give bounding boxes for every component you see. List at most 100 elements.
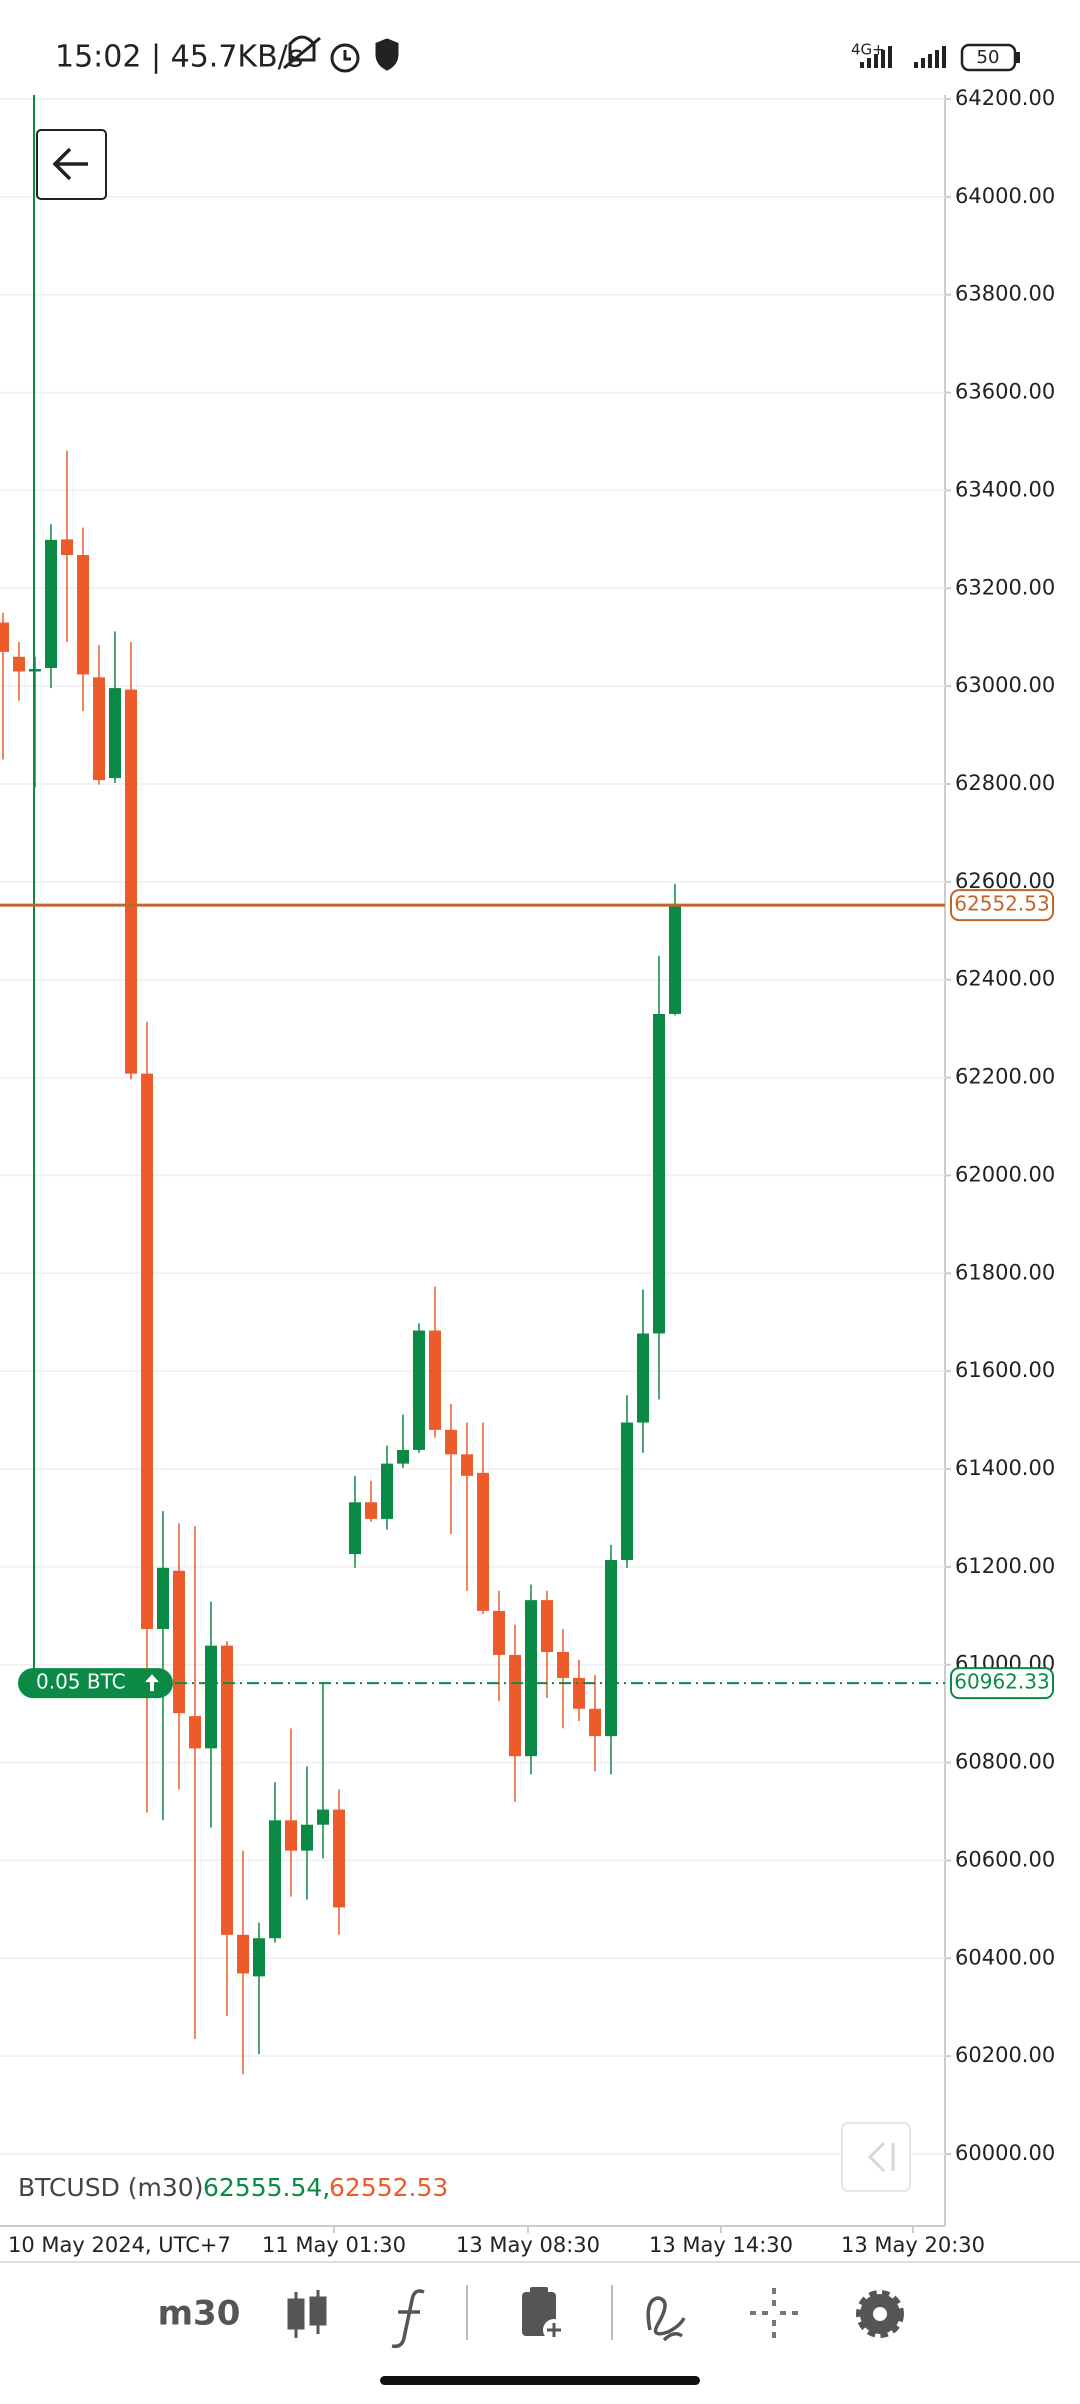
battery xyxy=(960,43,1017,72)
candle-body xyxy=(141,1073,153,1629)
candle-body xyxy=(301,1824,313,1851)
y-tick-label: 60000.00 xyxy=(955,2141,1055,2165)
candle-body xyxy=(605,1560,617,1737)
candle-body xyxy=(381,1463,393,1519)
y-tick-label: 60200.00 xyxy=(955,2043,1055,2067)
crosshair-button[interactable] xyxy=(750,2288,798,2338)
candle-body xyxy=(445,1429,457,1455)
candle-body xyxy=(653,1013,665,1334)
timeframe-button[interactable]: m30 xyxy=(158,2294,241,2334)
y-tick-label: 60800.00 xyxy=(955,1750,1055,1774)
battery-level: 50 xyxy=(977,47,1000,68)
y-tick-label: 64200.00 xyxy=(955,86,1055,110)
candle-body xyxy=(573,1677,585,1709)
alarm-hand xyxy=(343,50,351,61)
candle-body xyxy=(525,1600,537,1757)
candle-body xyxy=(0,622,9,652)
last-price-box xyxy=(950,889,1054,922)
x-tick-label: 10 May 2024, UTC+7 xyxy=(8,2233,231,2257)
candle-body xyxy=(317,1809,329,1825)
back-arrow xyxy=(52,147,88,181)
y-tick-label: 63600.00 xyxy=(955,380,1055,404)
candle-body xyxy=(61,539,73,556)
bid-label: 62555.54, xyxy=(203,2173,330,2202)
candle-body xyxy=(557,1651,569,1678)
candle-body xyxy=(429,1330,441,1430)
y-tick-label: 62600.00 xyxy=(955,869,1055,893)
status-icons xyxy=(283,35,399,73)
y-tick-label: 60600.00 xyxy=(955,1847,1055,1871)
candle-body xyxy=(349,1502,361,1555)
chart-type-button[interactable] xyxy=(287,2290,327,2338)
last-price-label: 62552.53 xyxy=(954,892,1049,916)
symbol-label: BTCUSD (m30) xyxy=(18,2173,203,2202)
candle-body xyxy=(173,1570,185,1714)
y-tick-label: 63800.00 xyxy=(955,282,1055,306)
status-time: 15:02 | 45.7KB/s xyxy=(55,40,303,75)
battery-tip xyxy=(1016,52,1020,63)
candle-body xyxy=(93,677,105,781)
y-tick-label: 61400.00 xyxy=(955,1456,1055,1480)
candle-body xyxy=(621,1422,633,1561)
candle-body xyxy=(397,1449,409,1464)
y-tick-label: 63400.00 xyxy=(955,477,1055,501)
templates-button[interactable] xyxy=(522,2287,565,2341)
y-tick-label: 62400.00 xyxy=(955,967,1055,991)
x-tick-label: 13 May 14:30 xyxy=(649,2233,793,2257)
candle-body xyxy=(189,1716,201,1749)
signal-icons xyxy=(860,46,946,68)
y-tick-label: 62800.00 xyxy=(955,771,1055,795)
candle-body xyxy=(13,656,25,672)
y-tick-label: 61800.00 xyxy=(955,1260,1055,1284)
candle-body xyxy=(589,1708,601,1737)
scroll-end-icon xyxy=(867,2141,895,2173)
candle-body xyxy=(109,688,121,779)
candle-body xyxy=(637,1333,649,1423)
candle-body xyxy=(269,1820,281,1939)
position-arrow xyxy=(145,1674,159,1692)
x-tick-label: 11 May 01:30 xyxy=(262,2233,406,2257)
y-tick-label: 64000.00 xyxy=(955,184,1055,208)
candle-body xyxy=(413,1330,425,1450)
y-tick-label: 61200.00 xyxy=(955,1554,1055,1578)
mute-icon xyxy=(283,35,321,70)
drawing-button[interactable] xyxy=(646,2296,686,2342)
candle-body xyxy=(29,669,41,672)
candle-body xyxy=(237,1934,249,1974)
candle-body xyxy=(157,1567,169,1629)
y-tick-label: 63000.00 xyxy=(955,673,1055,697)
position-volume: 0.05 BTC xyxy=(36,1670,126,1694)
position-pill[interactable] xyxy=(18,1668,173,1699)
candle-body xyxy=(205,1645,217,1749)
y-tick-label: 62000.00 xyxy=(955,1162,1055,1186)
shield-icon xyxy=(375,38,399,71)
x-tick-label: 13 May 08:30 xyxy=(456,2233,600,2257)
candle-body xyxy=(221,1645,233,1935)
candle-body xyxy=(253,1938,265,1977)
x-tick-label: 13 May 20:30 xyxy=(841,2233,985,2257)
chart: 60000.00 60200.00 60400.00 60600.00 60800.00… xyxy=(0,86,1055,2257)
candle-body xyxy=(669,905,681,1014)
candle-body xyxy=(45,539,57,669)
home-indicator xyxy=(380,2376,700,2385)
position-price-box xyxy=(950,1667,1054,1700)
candle-body xyxy=(509,1654,521,1757)
candle-body xyxy=(333,1809,345,1908)
candle-body xyxy=(365,1502,377,1519)
alarm-icon xyxy=(330,43,360,73)
candle-body xyxy=(461,1454,473,1476)
candle-body xyxy=(477,1472,489,1611)
candle-body xyxy=(285,1820,297,1851)
y-tick-label: 61600.00 xyxy=(955,1358,1055,1382)
y-tick-label: 63200.00 xyxy=(955,575,1055,599)
y-tick-label: 60400.00 xyxy=(955,1945,1055,1969)
candle-body xyxy=(125,689,137,1074)
indicators-button[interactable] xyxy=(391,2289,425,2349)
candle-body xyxy=(77,555,89,675)
scroll-end-button[interactable] xyxy=(841,2122,911,2192)
settings-button[interactable] xyxy=(856,2290,904,2338)
position-price-label: 60962.33 xyxy=(954,1670,1049,1694)
ask-label: 62552.53 xyxy=(329,2173,448,2202)
